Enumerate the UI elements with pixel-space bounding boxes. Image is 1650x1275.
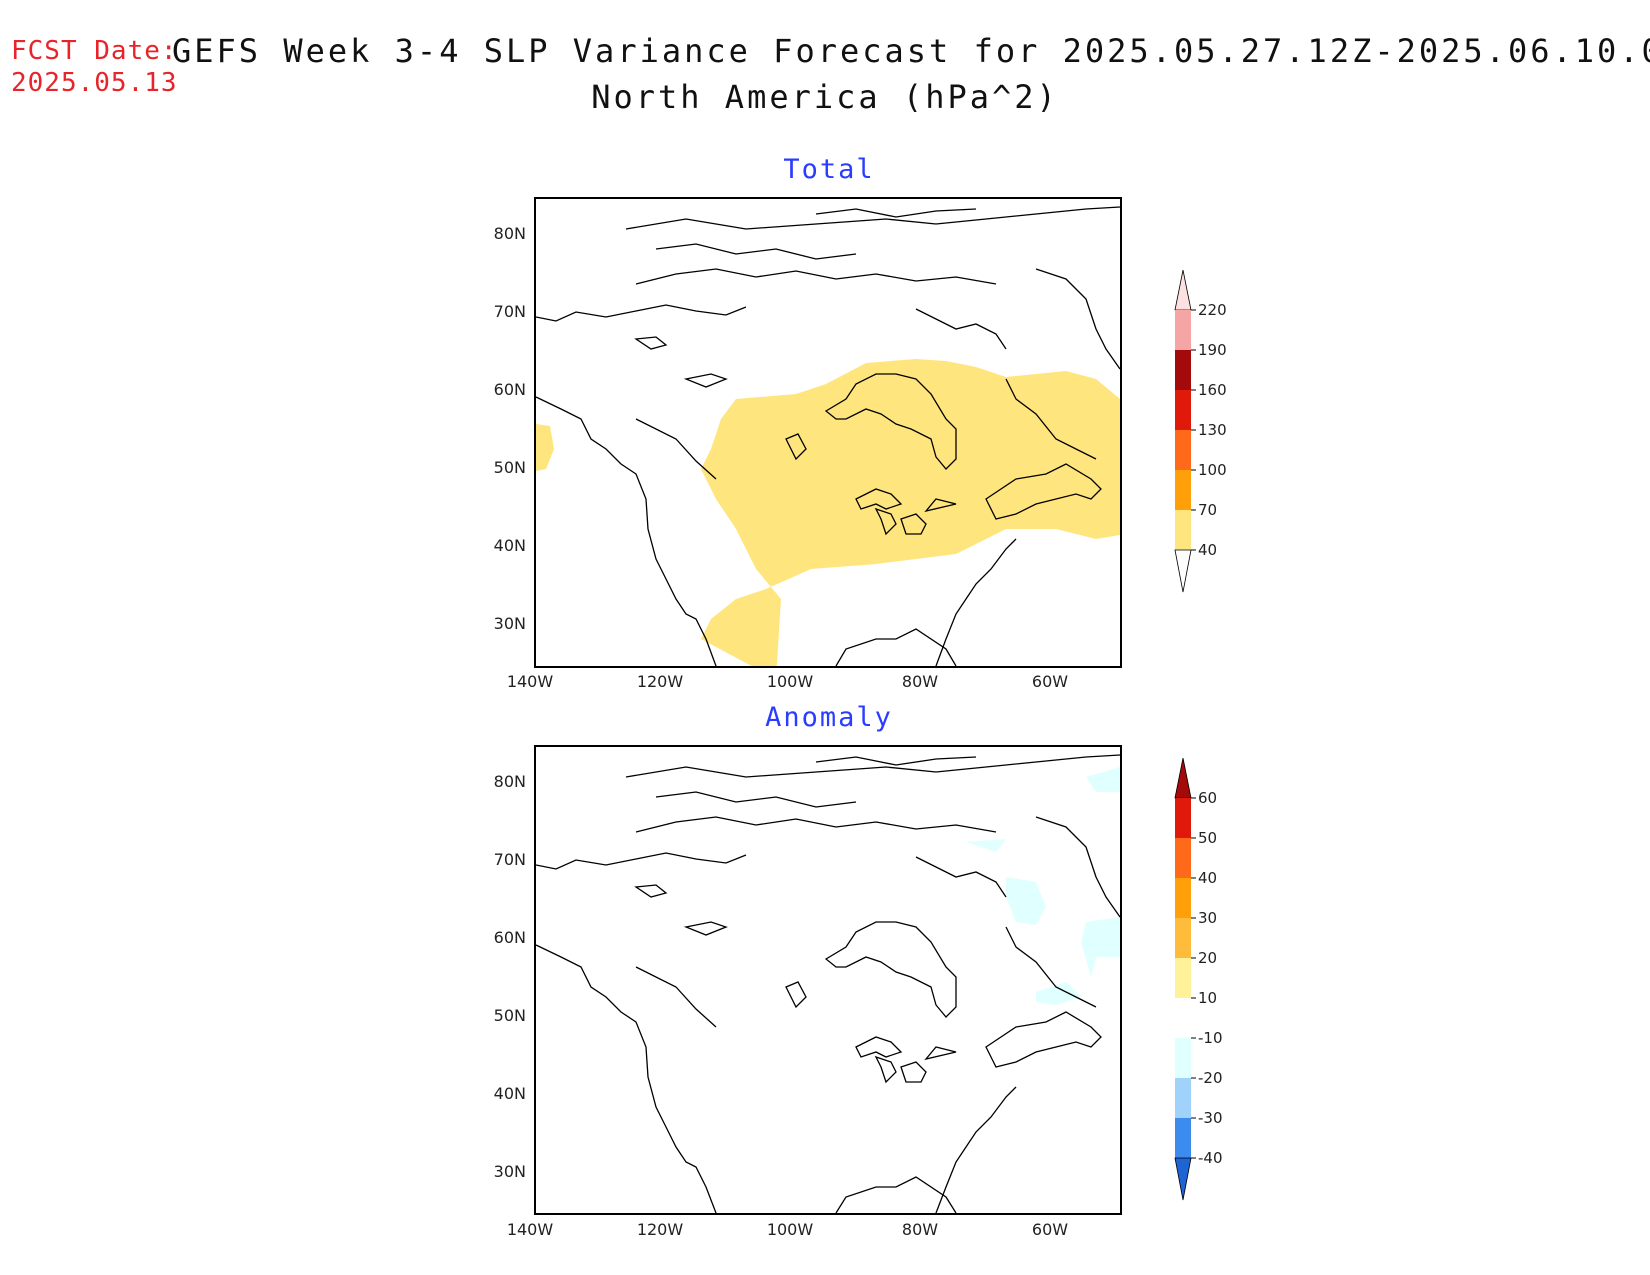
- anomaly-shaded-regions: [966, 767, 1120, 1005]
- page-title: GEFS Week 3-4 SLP Variance Forecast for …: [172, 32, 1650, 70]
- page-subtitle: North America (hPa^2): [591, 78, 1059, 116]
- lon-label: 100W: [766, 1220, 814, 1239]
- colorbar-label: -40: [1198, 1149, 1223, 1167]
- lon-label: 60W: [1031, 672, 1069, 691]
- colorbar-label: -20: [1198, 1069, 1223, 1087]
- colorbar-top-arrow: [1174, 758, 1192, 799]
- colorbar-label: 50: [1198, 829, 1218, 847]
- lat-label: 30N: [493, 1162, 526, 1181]
- variance-shaded-region: [701, 359, 1120, 666]
- lon-label: 100W: [766, 672, 814, 691]
- colorbar-bottom-arrow: [1174, 549, 1192, 593]
- colorbar-label: 30: [1198, 909, 1218, 927]
- colorbar-top-arrow: [1174, 270, 1192, 311]
- colorbar-label: 20: [1198, 949, 1218, 967]
- lat-label: 60N: [493, 380, 526, 399]
- lat-label: 70N: [493, 850, 526, 869]
- colorbar-anomaly: 60 50 40 30 20 10 -10 -20 -30 -40: [1172, 758, 1272, 1208]
- panel-title-anomaly: Anomaly: [765, 702, 893, 733]
- colorbar-label: -30: [1198, 1109, 1223, 1127]
- lat-label: 30N: [493, 614, 526, 633]
- lat-label: 40N: [493, 1084, 526, 1103]
- colorbar-label: -10: [1198, 1029, 1223, 1047]
- panel-title-total: Total: [783, 154, 875, 185]
- lon-label: 140W: [506, 672, 554, 691]
- lon-label: 120W: [636, 1220, 684, 1239]
- colorbar-label: 190: [1198, 341, 1227, 359]
- colorbar-label: 10: [1198, 989, 1218, 1007]
- lat-label: 80N: [493, 224, 526, 243]
- colorbar-label: 60: [1198, 789, 1218, 807]
- lat-label: 50N: [493, 458, 526, 477]
- map-anomaly: [534, 745, 1122, 1215]
- colorbar-label: 40: [1198, 869, 1218, 887]
- lon-label: 120W: [636, 672, 684, 691]
- colorbar-total: 220 190 160 130 100 70 40: [1172, 270, 1272, 600]
- lat-label: 70N: [493, 302, 526, 321]
- colorbar-label: 70: [1198, 501, 1218, 519]
- lat-label: 80N: [493, 772, 526, 791]
- colorbar-label: 40: [1198, 541, 1218, 559]
- colorbar-label: 220: [1198, 301, 1227, 319]
- colorbar-label: 160: [1198, 381, 1227, 399]
- lon-label: 80W: [901, 1220, 939, 1239]
- variance-shaded-west: [536, 424, 554, 471]
- lon-label: 60W: [1031, 1220, 1069, 1239]
- coastlines: [536, 206, 1120, 666]
- map-total: [534, 197, 1122, 668]
- fcst-date-label: FCST Date:: [11, 36, 178, 66]
- coastlines: [536, 754, 1120, 1213]
- fcst-date-value: 2025.05.13: [11, 68, 178, 98]
- lat-label: 60N: [493, 928, 526, 947]
- lon-label: 140W: [506, 1220, 554, 1239]
- lat-label: 50N: [493, 1006, 526, 1025]
- lon-label: 80W: [901, 672, 939, 691]
- lat-label: 40N: [493, 536, 526, 555]
- colorbar-bottom-arrow: [1174, 1157, 1192, 1201]
- colorbar-label: 100: [1198, 461, 1227, 479]
- colorbar-label: 130: [1198, 421, 1227, 439]
